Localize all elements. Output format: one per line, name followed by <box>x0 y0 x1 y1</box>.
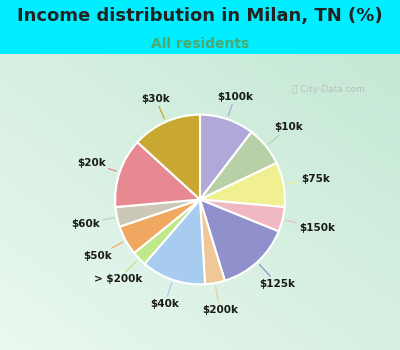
Text: $200k: $200k <box>202 286 238 315</box>
Text: Income distribution in Milan, TN (%): Income distribution in Milan, TN (%) <box>17 7 383 25</box>
Wedge shape <box>200 199 279 281</box>
Wedge shape <box>120 199 200 253</box>
Text: $75k: $75k <box>287 174 330 184</box>
Text: $40k: $40k <box>150 283 179 309</box>
Wedge shape <box>200 115 252 200</box>
Text: All residents: All residents <box>151 37 249 51</box>
Wedge shape <box>115 142 200 207</box>
Wedge shape <box>134 199 200 264</box>
Text: $50k: $50k <box>83 242 123 261</box>
Text: $10k: $10k <box>268 122 303 144</box>
Text: $20k: $20k <box>77 158 116 171</box>
Wedge shape <box>145 199 205 284</box>
Text: $125k: $125k <box>259 265 295 289</box>
Wedge shape <box>200 199 225 284</box>
Text: Ⓢ City-Data.com: Ⓢ City-Data.com <box>292 85 364 94</box>
Text: $60k: $60k <box>71 218 114 229</box>
Wedge shape <box>200 163 285 207</box>
Wedge shape <box>137 115 200 200</box>
Wedge shape <box>116 199 200 227</box>
Text: $30k: $30k <box>141 93 170 119</box>
Wedge shape <box>200 199 284 231</box>
Wedge shape <box>200 132 277 199</box>
Text: $100k: $100k <box>217 92 253 116</box>
Text: > $200k: > $200k <box>94 261 142 284</box>
Text: $150k: $150k <box>286 220 335 233</box>
